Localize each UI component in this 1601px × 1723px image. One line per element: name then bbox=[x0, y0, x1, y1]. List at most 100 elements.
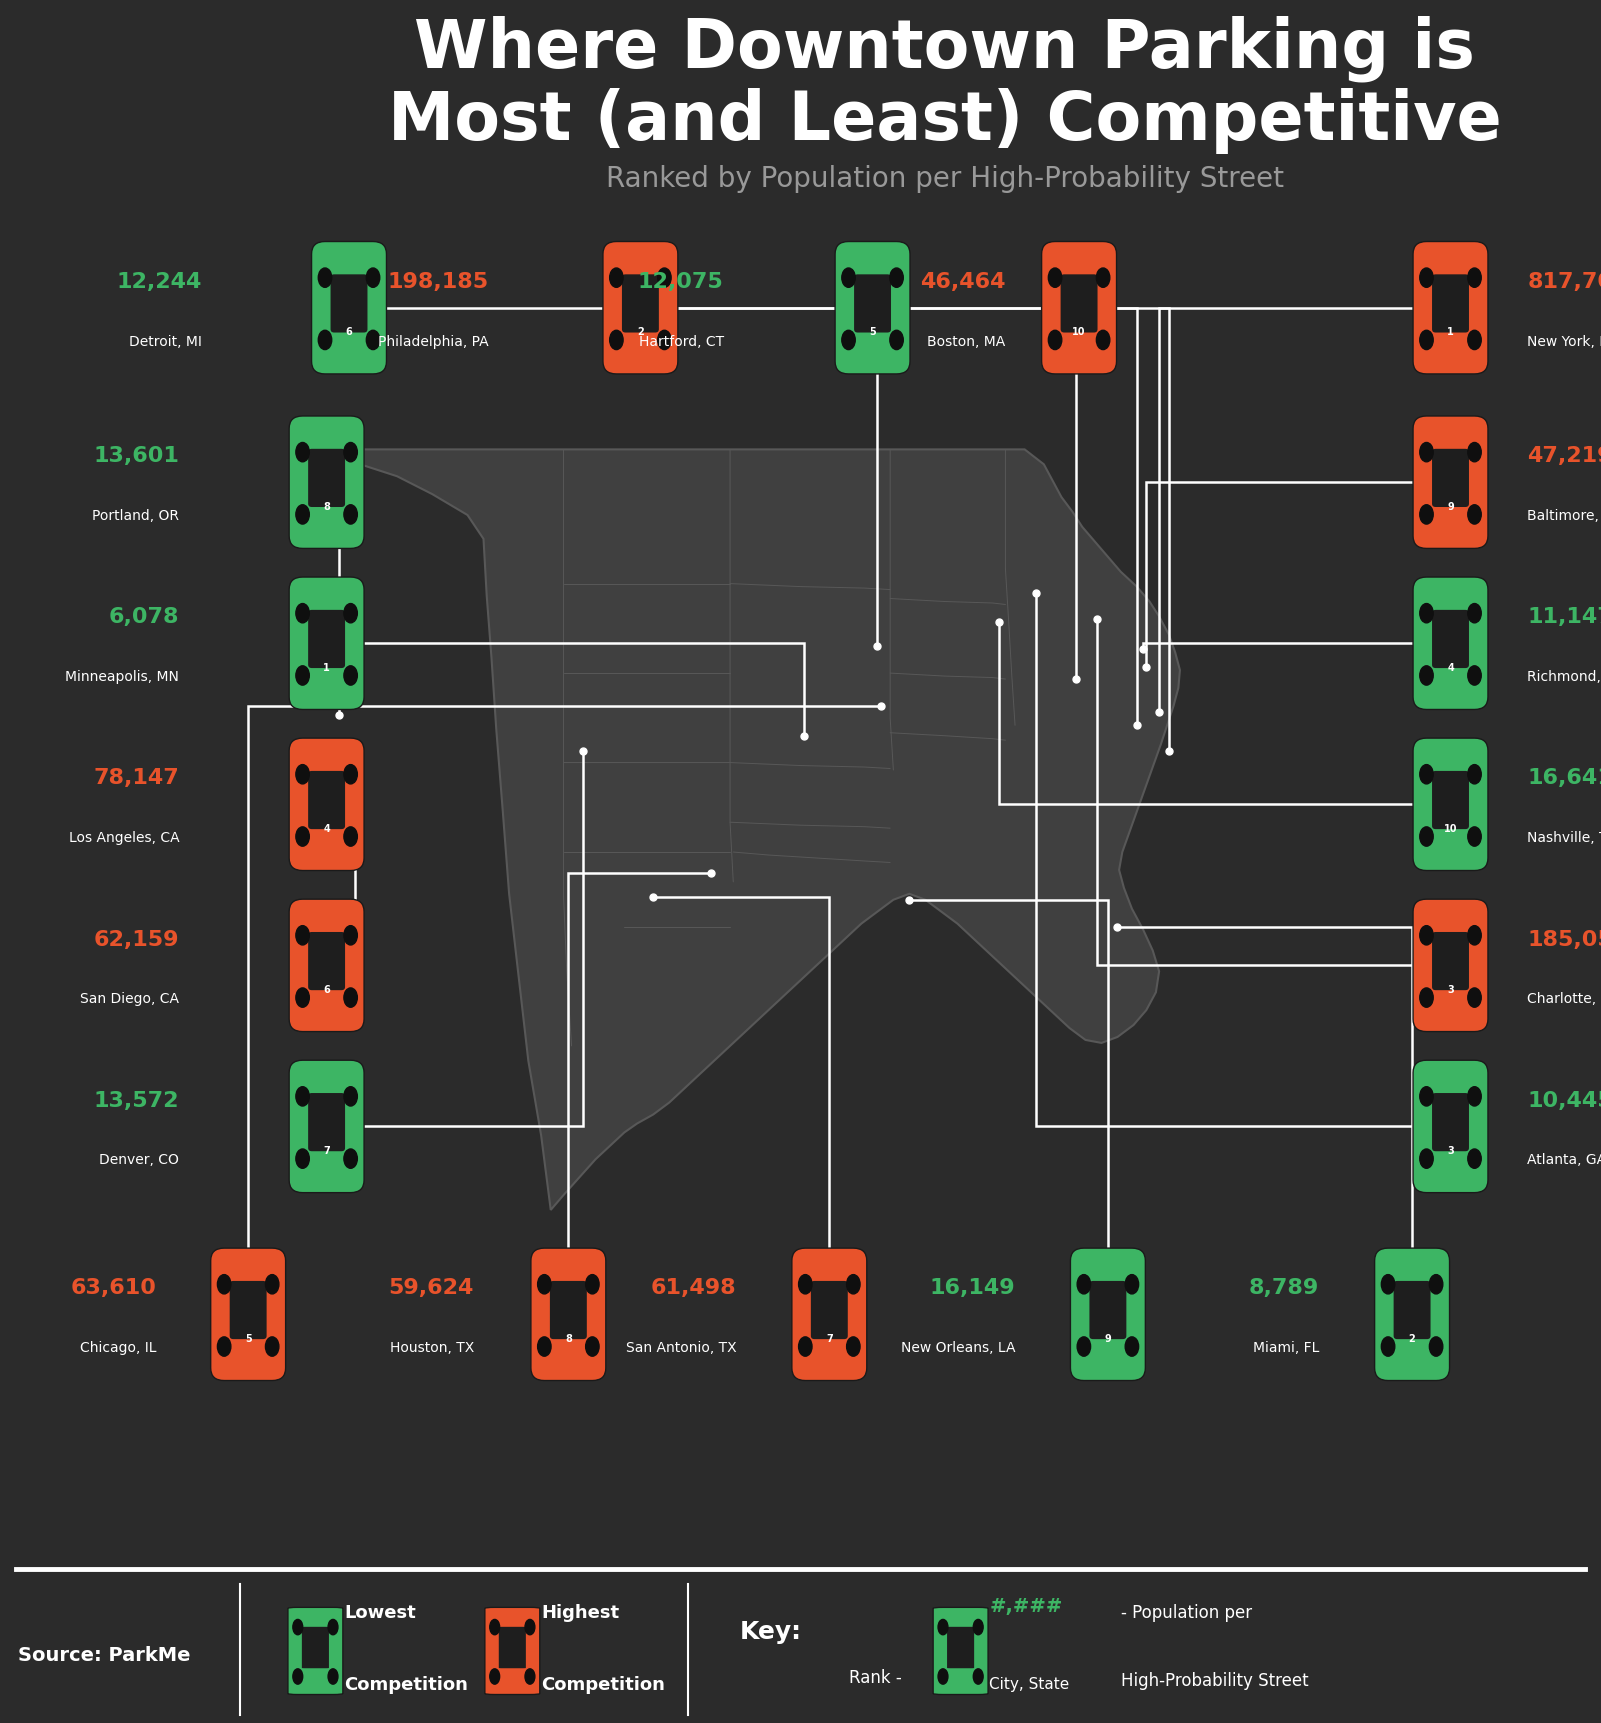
Ellipse shape bbox=[344, 1087, 357, 1106]
FancyBboxPatch shape bbox=[1431, 772, 1470, 830]
Ellipse shape bbox=[490, 1620, 500, 1635]
Text: Highest: Highest bbox=[541, 1602, 620, 1621]
Ellipse shape bbox=[296, 925, 309, 946]
FancyBboxPatch shape bbox=[836, 243, 909, 374]
FancyBboxPatch shape bbox=[1414, 739, 1487, 872]
Text: Charlotte, NC: Charlotte, NC bbox=[1527, 992, 1601, 1006]
FancyBboxPatch shape bbox=[288, 1608, 343, 1694]
Text: 8,789: 8,789 bbox=[1249, 1278, 1319, 1297]
Text: 16,149: 16,149 bbox=[930, 1278, 1015, 1297]
Ellipse shape bbox=[1420, 1149, 1433, 1168]
Ellipse shape bbox=[367, 269, 379, 288]
Ellipse shape bbox=[1468, 667, 1481, 686]
Ellipse shape bbox=[1468, 331, 1481, 350]
Ellipse shape bbox=[344, 443, 357, 462]
Ellipse shape bbox=[1468, 989, 1481, 1008]
Text: 5: 5 bbox=[869, 327, 876, 338]
Ellipse shape bbox=[296, 765, 309, 784]
Ellipse shape bbox=[296, 667, 309, 686]
FancyBboxPatch shape bbox=[1071, 1249, 1145, 1380]
Ellipse shape bbox=[847, 1275, 860, 1294]
Text: 4: 4 bbox=[323, 824, 330, 834]
Ellipse shape bbox=[344, 605, 357, 624]
FancyBboxPatch shape bbox=[303, 1627, 328, 1668]
Ellipse shape bbox=[1097, 269, 1109, 288]
Ellipse shape bbox=[1420, 443, 1433, 462]
Text: 12,075: 12,075 bbox=[637, 272, 724, 291]
FancyBboxPatch shape bbox=[1431, 932, 1470, 991]
Ellipse shape bbox=[1420, 269, 1433, 288]
Text: Richmond, VA: Richmond, VA bbox=[1527, 670, 1601, 684]
Ellipse shape bbox=[1382, 1275, 1394, 1294]
Text: 7: 7 bbox=[826, 1334, 833, 1344]
Text: Boston, MA: Boston, MA bbox=[927, 334, 1005, 348]
FancyBboxPatch shape bbox=[933, 1608, 988, 1694]
Text: 2: 2 bbox=[1409, 1334, 1415, 1344]
Text: San Diego, CA: San Diego, CA bbox=[80, 992, 179, 1006]
Ellipse shape bbox=[1049, 269, 1061, 288]
FancyBboxPatch shape bbox=[1089, 1282, 1127, 1339]
Ellipse shape bbox=[296, 605, 309, 624]
Text: 3: 3 bbox=[1447, 1146, 1454, 1156]
Text: 59,624: 59,624 bbox=[389, 1278, 474, 1297]
Ellipse shape bbox=[1430, 1275, 1443, 1294]
Ellipse shape bbox=[973, 1670, 983, 1683]
Ellipse shape bbox=[938, 1620, 948, 1635]
Text: Philadelphia, PA: Philadelphia, PA bbox=[378, 334, 488, 348]
FancyBboxPatch shape bbox=[1431, 610, 1470, 669]
Text: New York, NY: New York, NY bbox=[1527, 334, 1601, 348]
Ellipse shape bbox=[1430, 1337, 1443, 1356]
Text: Rank -: Rank - bbox=[849, 1668, 901, 1687]
Ellipse shape bbox=[1468, 443, 1481, 462]
FancyBboxPatch shape bbox=[532, 1249, 605, 1380]
FancyBboxPatch shape bbox=[1375, 1249, 1449, 1380]
Ellipse shape bbox=[328, 1670, 338, 1683]
Ellipse shape bbox=[847, 1337, 860, 1356]
Text: 13,572: 13,572 bbox=[94, 1091, 179, 1110]
Text: 10: 10 bbox=[1444, 824, 1457, 834]
Ellipse shape bbox=[344, 765, 357, 784]
FancyBboxPatch shape bbox=[290, 577, 363, 710]
Text: Hartford, CT: Hartford, CT bbox=[639, 334, 724, 348]
Ellipse shape bbox=[1077, 1275, 1090, 1294]
Text: 817,702: 817,702 bbox=[1527, 272, 1601, 291]
Ellipse shape bbox=[328, 1620, 338, 1635]
Ellipse shape bbox=[525, 1670, 535, 1683]
Ellipse shape bbox=[799, 1275, 812, 1294]
Ellipse shape bbox=[1420, 827, 1433, 846]
FancyBboxPatch shape bbox=[307, 932, 346, 991]
Text: Denver, CO: Denver, CO bbox=[99, 1153, 179, 1166]
Text: 8: 8 bbox=[565, 1334, 572, 1344]
Ellipse shape bbox=[538, 1337, 551, 1356]
Ellipse shape bbox=[973, 1620, 983, 1635]
Text: 61,498: 61,498 bbox=[652, 1278, 736, 1297]
Ellipse shape bbox=[1468, 827, 1481, 846]
FancyBboxPatch shape bbox=[330, 276, 368, 333]
Text: Ranked by Population per High-Probability Street: Ranked by Population per High-Probabilit… bbox=[605, 165, 1284, 193]
Ellipse shape bbox=[1420, 605, 1433, 624]
Ellipse shape bbox=[344, 1149, 357, 1168]
FancyBboxPatch shape bbox=[290, 417, 363, 550]
FancyBboxPatch shape bbox=[1414, 899, 1487, 1032]
Ellipse shape bbox=[586, 1275, 599, 1294]
Ellipse shape bbox=[1420, 667, 1433, 686]
Text: Where Downtown Parking is: Where Downtown Parking is bbox=[415, 16, 1475, 81]
Text: Baltimore, MD: Baltimore, MD bbox=[1527, 508, 1601, 522]
Ellipse shape bbox=[218, 1275, 231, 1294]
Ellipse shape bbox=[1468, 605, 1481, 624]
Text: 16,641: 16,641 bbox=[1527, 768, 1601, 787]
Ellipse shape bbox=[799, 1337, 812, 1356]
FancyBboxPatch shape bbox=[621, 276, 660, 333]
Text: 1: 1 bbox=[323, 663, 330, 672]
FancyBboxPatch shape bbox=[1414, 1061, 1487, 1192]
FancyBboxPatch shape bbox=[549, 1282, 588, 1339]
Text: 6: 6 bbox=[323, 984, 330, 994]
FancyBboxPatch shape bbox=[1060, 276, 1098, 333]
Text: 9: 9 bbox=[1447, 501, 1454, 512]
Ellipse shape bbox=[266, 1337, 279, 1356]
Ellipse shape bbox=[658, 331, 671, 350]
Ellipse shape bbox=[1420, 989, 1433, 1008]
Text: 198,185: 198,185 bbox=[387, 272, 488, 291]
Text: 8: 8 bbox=[323, 501, 330, 512]
Ellipse shape bbox=[296, 989, 309, 1008]
